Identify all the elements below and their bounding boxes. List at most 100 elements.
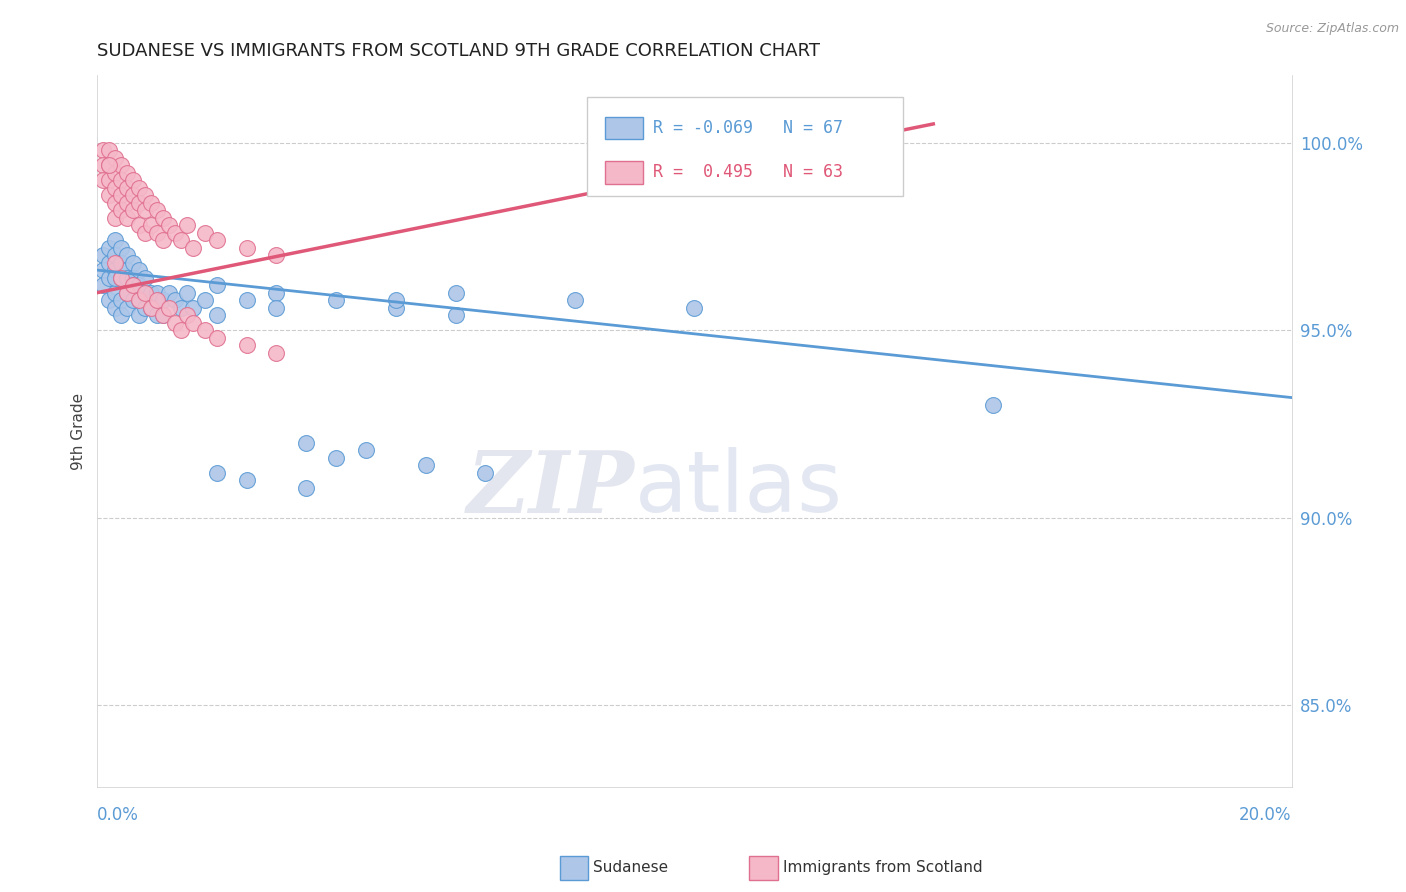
- Point: [157, 301, 180, 315]
- Point: [134, 188, 156, 202]
- Point: [91, 173, 114, 187]
- Point: [205, 466, 228, 480]
- Point: [474, 466, 496, 480]
- Point: [122, 203, 145, 218]
- Text: R =  0.495   N = 63: R = 0.495 N = 63: [652, 163, 842, 181]
- Point: [110, 308, 132, 322]
- Point: [683, 301, 706, 315]
- Point: [157, 285, 180, 300]
- Point: [115, 301, 138, 315]
- Point: [104, 166, 127, 180]
- Point: [194, 226, 217, 240]
- Point: [444, 285, 467, 300]
- Point: [139, 301, 162, 315]
- Point: [152, 308, 174, 322]
- Point: [110, 241, 132, 255]
- Point: [146, 308, 169, 322]
- Point: [205, 308, 228, 322]
- Y-axis label: 9th Grade: 9th Grade: [72, 392, 86, 470]
- Point: [104, 233, 127, 247]
- Text: R = -0.069   N = 67: R = -0.069 N = 67: [652, 119, 842, 136]
- FancyBboxPatch shape: [586, 96, 904, 196]
- Text: SUDANESE VS IMMIGRANTS FROM SCOTLAND 9TH GRADE CORRELATION CHART: SUDANESE VS IMMIGRANTS FROM SCOTLAND 9TH…: [97, 42, 820, 60]
- Point: [110, 158, 132, 172]
- Point: [91, 158, 114, 172]
- Point: [110, 173, 132, 187]
- Point: [104, 285, 127, 300]
- Point: [115, 195, 138, 210]
- Point: [266, 301, 288, 315]
- Point: [128, 293, 150, 307]
- Point: [98, 255, 121, 269]
- Point: [91, 263, 114, 277]
- Point: [139, 285, 162, 300]
- Point: [104, 263, 127, 277]
- Text: ZIP: ZIP: [467, 447, 634, 530]
- Point: [91, 143, 114, 157]
- Point: [205, 330, 228, 344]
- Text: atlas: atlas: [634, 447, 842, 530]
- Point: [152, 233, 174, 247]
- Point: [181, 241, 204, 255]
- Point: [110, 293, 132, 307]
- Text: 0.0%: 0.0%: [97, 806, 139, 824]
- Point: [98, 158, 121, 172]
- Point: [146, 203, 169, 218]
- Point: [295, 435, 318, 450]
- Point: [110, 203, 132, 218]
- Point: [163, 226, 186, 240]
- Point: [134, 301, 156, 315]
- Point: [104, 255, 127, 269]
- Point: [134, 285, 156, 300]
- Point: [194, 323, 217, 337]
- Point: [115, 285, 138, 300]
- Point: [163, 293, 186, 307]
- Point: [104, 301, 127, 315]
- Point: [176, 285, 198, 300]
- Point: [235, 293, 257, 307]
- Point: [325, 450, 347, 465]
- Text: Source: ZipAtlas.com: Source: ZipAtlas.com: [1265, 22, 1399, 36]
- Point: [104, 270, 127, 285]
- Point: [98, 241, 121, 255]
- Point: [134, 226, 156, 240]
- Point: [91, 248, 114, 262]
- Point: [163, 316, 186, 330]
- Point: [104, 180, 127, 194]
- Point: [115, 263, 138, 277]
- Text: Sudanese: Sudanese: [593, 860, 668, 874]
- Point: [235, 338, 257, 352]
- Point: [146, 285, 169, 300]
- Point: [122, 188, 145, 202]
- Point: [139, 218, 162, 232]
- Point: [139, 195, 162, 210]
- Point: [564, 293, 586, 307]
- Point: [235, 241, 257, 255]
- Point: [122, 278, 145, 293]
- Point: [128, 263, 150, 277]
- Point: [170, 233, 193, 247]
- Point: [325, 293, 347, 307]
- Point: [146, 293, 169, 307]
- Point: [128, 278, 150, 293]
- Point: [205, 278, 228, 293]
- Point: [146, 226, 169, 240]
- Point: [266, 248, 288, 262]
- Point: [354, 443, 377, 458]
- Point: [981, 398, 1004, 412]
- Point: [152, 211, 174, 225]
- Point: [98, 188, 121, 202]
- Point: [152, 308, 174, 322]
- Point: [115, 285, 138, 300]
- Point: [115, 248, 138, 262]
- Point: [91, 278, 114, 293]
- Point: [115, 166, 138, 180]
- Point: [128, 293, 150, 307]
- Point: [134, 285, 156, 300]
- Point: [170, 323, 193, 337]
- Point: [385, 293, 408, 307]
- Point: [115, 211, 138, 225]
- FancyBboxPatch shape: [605, 117, 643, 139]
- Point: [115, 180, 138, 194]
- Point: [110, 255, 132, 269]
